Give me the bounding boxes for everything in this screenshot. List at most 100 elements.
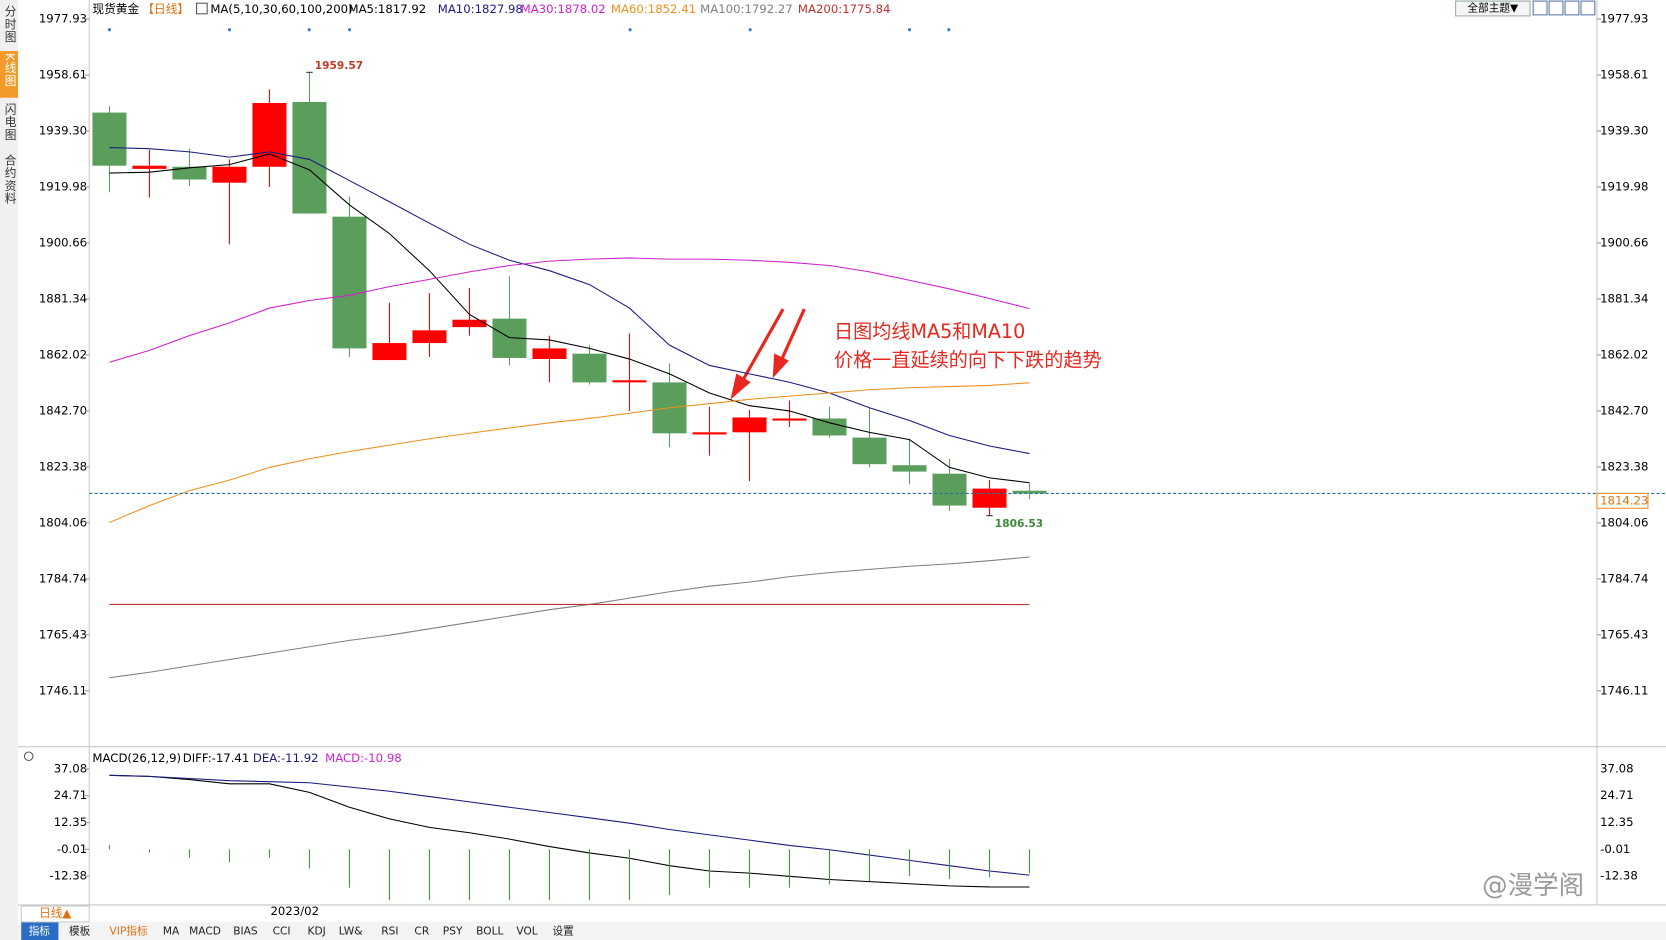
candle-body	[212, 166, 247, 183]
theme-box	[1455, 0, 1531, 17]
candle-body	[572, 353, 607, 383]
event-dot	[307, 28, 311, 32]
event-dot	[907, 28, 912, 32]
candle-body	[532, 348, 567, 360]
candle-body	[612, 380, 647, 383]
y-tick-label: 12.35	[54, 815, 87, 829]
y-tick-label-right: -0.01	[1600, 842, 1630, 856]
y-tick-label-right: 1823.38	[1600, 459, 1648, 473]
bottom-tab[interactable]: 设置	[553, 925, 575, 938]
sidebar-tab[interactable]: K线图	[3, 53, 17, 87]
legend-entry: MA10:1827.98	[438, 2, 523, 16]
y-tick-label: -0.01	[57, 842, 87, 856]
y-tick-label: 1958.61	[39, 68, 87, 82]
bottom-tab[interactable]: KDJ	[307, 925, 325, 938]
period-label: 【日线】	[142, 2, 189, 16]
y-tick-label: 1746.11	[39, 683, 87, 697]
y-tick-label: 1823.38	[39, 459, 87, 473]
y-tick-label-right: 1977.93	[1600, 12, 1648, 26]
bottom-tab[interactable]: MACD	[189, 925, 221, 938]
candle-body	[932, 473, 967, 506]
candle-body	[132, 165, 167, 169]
ma-line	[109, 147, 1030, 455]
legend-entry: MA30:1878.02	[521, 2, 606, 16]
candle-body	[812, 418, 847, 436]
candle-body	[252, 103, 287, 167]
annotation: 价格一直延续的向下下跌的趋势	[834, 349, 1102, 372]
bottom-tab[interactable]: 模板	[69, 925, 91, 938]
bottom-tab[interactable]: MA	[163, 925, 180, 938]
macd-title: MACD(26,12,9)	[92, 751, 181, 765]
arrow	[740, 308, 785, 384]
candle-body	[892, 465, 927, 472]
event-dot	[947, 28, 951, 32]
sidebar-tab[interactable]: 分时图	[3, 5, 17, 43]
sidebar-tab[interactable]: 合约资料	[3, 153, 17, 205]
toolbar-icons	[1532, 0, 1596, 16]
macd-line	[109, 774, 1030, 876]
ma-line	[109, 153, 1030, 484]
candle-body	[332, 216, 367, 349]
bottom-tab[interactable]: LW&	[339, 925, 363, 938]
candle-body	[452, 319, 487, 328]
theme-button[interactable]: 全部主题▼	[1468, 1, 1519, 14]
annotation: 日图均线MA5和MA10	[834, 320, 1025, 343]
ma-line	[109, 382, 1030, 523]
watermark: @漫学阁	[1482, 871, 1584, 901]
icon[interactable]	[1548, 0, 1564, 16]
period-selector[interactable]: 日线▲	[39, 906, 71, 920]
instrument-title: 现货黄金	[92, 2, 139, 16]
icon[interactable]	[1564, 0, 1580, 16]
y-tick-label: 1784.74	[39, 571, 87, 585]
icon[interactable]	[1580, 0, 1596, 16]
event-markers	[107, 28, 951, 32]
y-tick-label: 1919.98	[39, 180, 87, 194]
event-dot	[748, 28, 752, 32]
candle-body	[412, 330, 447, 344]
candle-body	[172, 166, 207, 180]
y-tick-label: 37.08	[54, 761, 87, 775]
y-tick-label-right: 1900.66	[1600, 235, 1648, 249]
bottom-tab[interactable]: BIAS	[233, 925, 258, 938]
legend-entry: MA200:1775.84	[798, 2, 891, 16]
candle-body	[852, 437, 887, 465]
bottom-tab[interactable]: BOLL	[476, 925, 503, 938]
tab-active	[21, 921, 59, 940]
legend-entry: MACD:-10.98	[325, 751, 402, 765]
settings-icon[interactable]	[23, 751, 34, 762]
y-tick-label: 1977.93	[39, 12, 87, 26]
sidebar-active	[0, 50, 19, 98]
bottom-tab[interactable]: RSI	[381, 925, 398, 938]
y-tick-label: 1881.34	[39, 291, 87, 305]
arrow-head	[772, 353, 789, 379]
candle-body	[732, 417, 767, 433]
candle-body	[772, 418, 807, 421]
last-price-box	[1596, 492, 1649, 509]
legend-entry: MA100:1792.27	[700, 2, 793, 16]
y-tick-label-right: 12.35	[1600, 815, 1633, 829]
y-tick-label-right: 1784.74	[1600, 571, 1648, 585]
indicator-label: MA(5,10,30,60,100,200)	[210, 2, 352, 16]
y-tick-label: -12.38	[49, 869, 87, 883]
bottom-tab[interactable]: CR	[414, 925, 429, 938]
legend-entry: DIFF:-17.41	[183, 751, 250, 765]
sidebar-tab[interactable]: 闪电图	[3, 102, 17, 141]
icon[interactable]	[1532, 0, 1548, 16]
x-tick-label: 2023/02	[271, 904, 320, 918]
event-dot	[107, 28, 112, 32]
y-tick-label-right: 1804.06	[1600, 515, 1648, 529]
ma-line	[109, 257, 1030, 363]
bottom-tab[interactable]: VIP指标	[110, 925, 148, 938]
bottom-tab[interactable]: PSY	[443, 925, 463, 938]
y-tick-label: 1900.66	[39, 235, 87, 249]
candle-body	[372, 343, 407, 361]
bottom-tab[interactable]: VOL	[516, 925, 537, 938]
low-label: 1806.53	[995, 517, 1043, 530]
y-tick-label-right: 1862.02	[1600, 347, 1648, 361]
y-tick-label-right: 1958.61	[1600, 68, 1648, 82]
bottom-tab[interactable]: CCI	[273, 925, 291, 938]
ma-line	[109, 556, 1030, 679]
y-tick-label-right: 1881.34	[1600, 291, 1648, 305]
bottom-tab[interactable]: 指标	[29, 925, 51, 938]
event-dot	[347, 28, 352, 32]
